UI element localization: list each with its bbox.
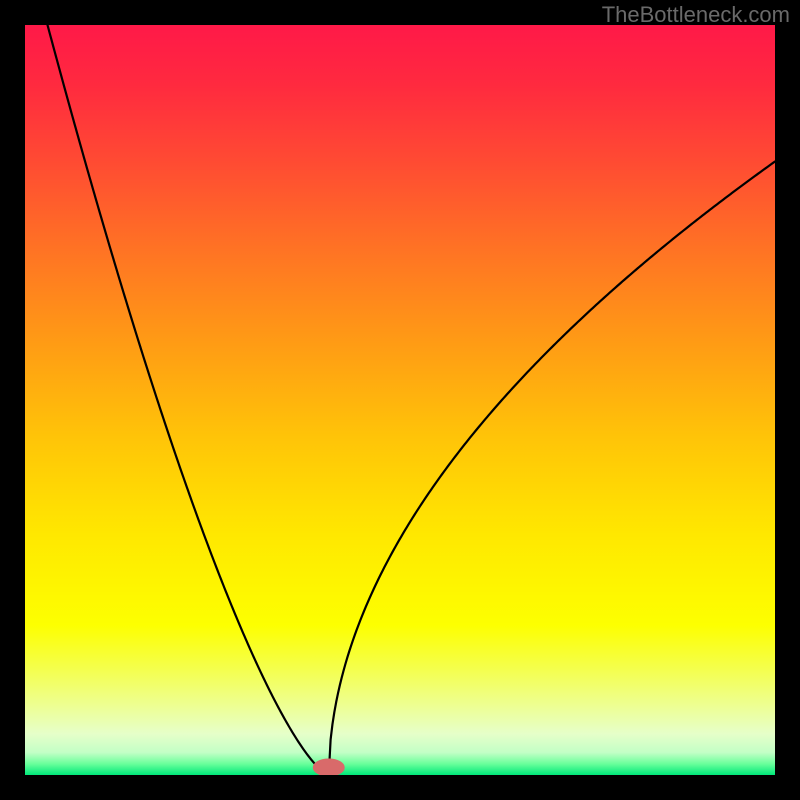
bottleneck-curve-chart — [0, 0, 800, 800]
chart-container: TheBottleneck.com — [0, 0, 800, 800]
watermark-text: TheBottleneck.com — [602, 2, 790, 28]
gradient-background — [25, 25, 775, 775]
optimal-point-marker — [313, 759, 345, 777]
